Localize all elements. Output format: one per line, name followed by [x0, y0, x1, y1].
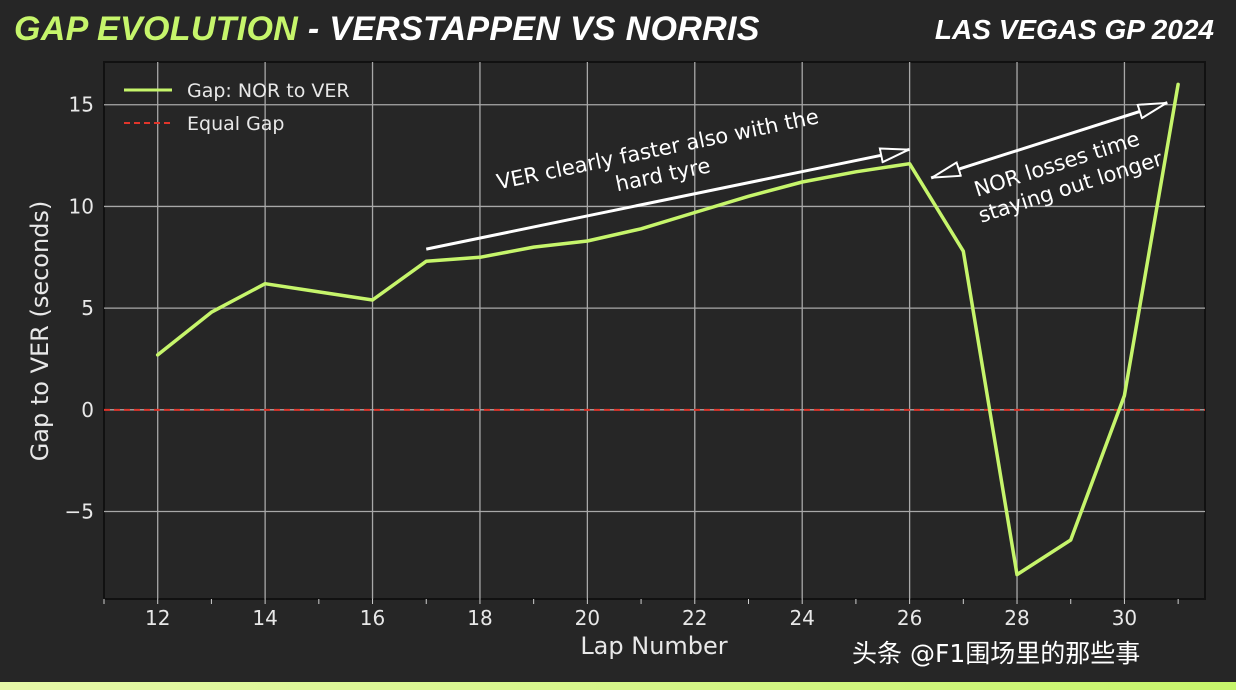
y-axis-label: Gap to VER (seconds): [26, 201, 54, 462]
annotation-arrow: [425, 149, 910, 251]
x-axis-label: Lap Number: [580, 632, 727, 660]
tick-labels: 12 14 16 18 20 22 24 26 28 30 −5 0 5 10 15: [65, 93, 1138, 630]
x-tick-label: 22: [682, 606, 707, 630]
legend: Gap: NOR to VER Equal Gap: [124, 80, 350, 135]
grid: [103, 62, 1205, 604]
x-tick-label: 18: [467, 606, 492, 630]
y-tick-label: 10: [69, 194, 94, 218]
y-tick-label: 5: [81, 296, 94, 320]
x-tick-label: 28: [1004, 606, 1029, 630]
chart-title-rest: - VERSTAPPEN VS NORRIS: [298, 10, 760, 48]
x-tick-label: 12: [145, 606, 170, 630]
x-tick-label: 14: [252, 606, 277, 630]
legend-label-equal: Equal Gap: [187, 113, 285, 135]
y-tick-label: 0: [81, 398, 94, 422]
watermark: 头条 @F1围场里的那些事: [852, 639, 1141, 668]
x-tick-label: 26: [897, 606, 922, 630]
plot-frame: [103, 61, 1206, 600]
gap-series-line: [155, 82, 1180, 577]
legend-label-gap: Gap: NOR to VER: [187, 80, 350, 102]
annotation-arrow: [930, 101, 1168, 180]
chart-title-accent: GAP EVOLUTION: [14, 10, 299, 48]
x-tick-label: 16: [360, 606, 385, 630]
y-tick-label: −5: [65, 500, 94, 524]
x-tick-label: 30: [1112, 606, 1137, 630]
chart-title: GAP EVOLUTION - VERSTAPPEN VS NORRIS: [14, 10, 760, 49]
x-tick-label: 24: [789, 606, 814, 630]
bottom-accent-band: [0, 682, 1236, 690]
series-layer: [155, 82, 1180, 577]
y-tick-label: 15: [69, 93, 94, 117]
x-tick-label: 20: [575, 606, 600, 630]
event-label: LAS VEGAS GP 2024: [934, 14, 1214, 45]
